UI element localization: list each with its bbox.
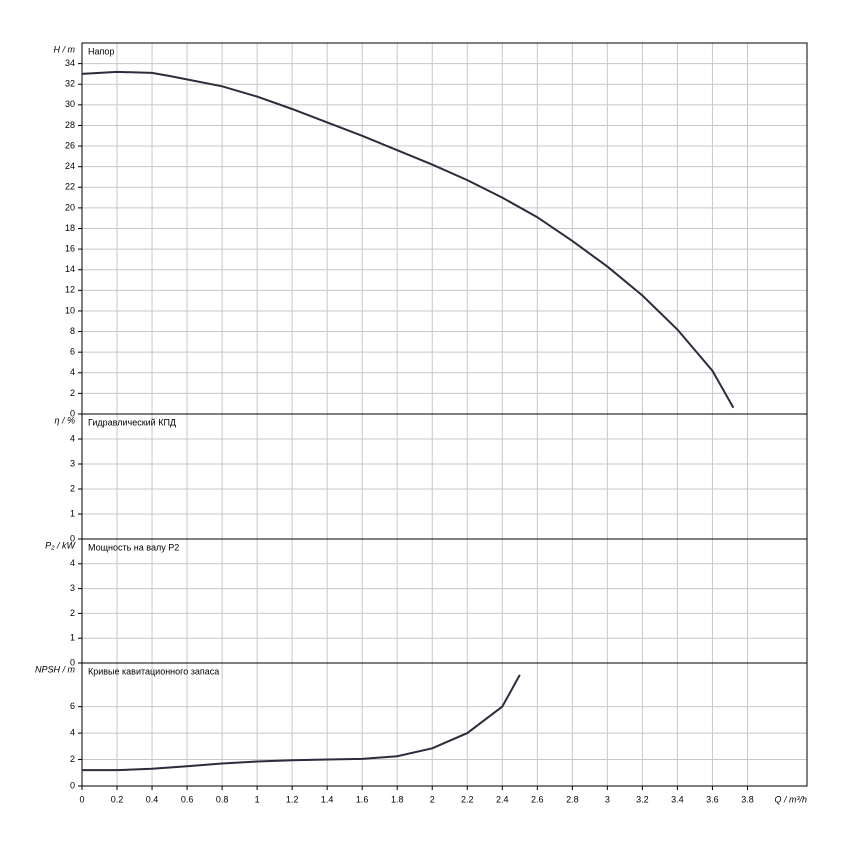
x-tick-label: 0 <box>79 794 84 804</box>
y-tick-label: 18 <box>65 223 75 233</box>
x-tick-label: 1.4 <box>321 794 334 804</box>
panel-frame <box>81 662 808 787</box>
x-tick-label: 1.8 <box>391 794 404 804</box>
x-tick-label: 0.2 <box>111 794 124 804</box>
y-tick-label: 2 <box>70 754 75 764</box>
y-tick-label: 2 <box>70 608 75 618</box>
y-tick-label: 0 <box>70 533 75 543</box>
y-tick-label: 0 <box>70 657 75 667</box>
y-tick-label: 12 <box>65 285 75 295</box>
y-tick-label: 24 <box>65 161 75 171</box>
y-tick-label: 4 <box>70 558 75 568</box>
y-tick-label: 28 <box>65 120 75 130</box>
x-tick-label: 1 <box>255 794 260 804</box>
panel-title: Кривые кавитационного запаса <box>88 666 219 676</box>
x-tick-label: 2 <box>430 794 435 804</box>
x-tick-label: 2.8 <box>566 794 579 804</box>
y-tick-label: 2 <box>70 388 75 398</box>
y-tick-label: 20 <box>65 202 75 212</box>
y-tick-label: 14 <box>65 264 75 274</box>
y-tick-label: 2 <box>70 483 75 493</box>
panel-frame <box>81 413 808 540</box>
x-tick-label: 2.2 <box>461 794 474 804</box>
panel-title: Гидравлический КПД <box>88 417 176 427</box>
y-tick-label: 1 <box>70 633 75 643</box>
x-tick-label: 1.6 <box>356 794 369 804</box>
y-tick-label: 4 <box>70 367 75 377</box>
x-tick-label: 1.2 <box>286 794 299 804</box>
x-tick-label: 3.8 <box>741 794 754 804</box>
panel-title: Мощность на валу P2 <box>88 542 179 552</box>
curve <box>81 70 735 409</box>
x-tick-label: 3.6 <box>706 794 719 804</box>
x-tick-label: 3.2 <box>636 794 649 804</box>
y-tick-label: 4 <box>70 727 75 737</box>
y-tick-label: 0 <box>70 408 75 418</box>
y-tick-label: 6 <box>70 701 75 711</box>
y-tick-label: 10 <box>65 305 75 315</box>
y-tick-label: 8 <box>70 326 75 336</box>
x-tick-label: 0.6 <box>181 794 194 804</box>
panel-title: Напор <box>88 46 114 56</box>
y-tick-label: 34 <box>65 58 75 68</box>
curve <box>82 674 521 772</box>
y-tick-label: 3 <box>70 458 75 468</box>
y-tick-label: 26 <box>65 140 75 150</box>
y-tick-label: 1 <box>70 508 75 518</box>
y-axis-label: P₂ / kW <box>45 540 76 550</box>
x-axis-label: Q / m³/h <box>774 794 807 804</box>
x-tick-label: 0.4 <box>146 794 159 804</box>
y-axis-label: η / % <box>54 415 75 425</box>
y-tick-label: 4 <box>70 433 75 443</box>
y-tick-label: 6 <box>70 347 75 357</box>
y-tick-label: 3 <box>70 583 75 593</box>
y-axis-label: NPSH / m <box>35 664 76 674</box>
x-tick-label: 3 <box>605 794 610 804</box>
panel-frame <box>81 538 808 664</box>
x-tick-label: 2.6 <box>531 794 544 804</box>
y-axis-label: H / m <box>54 44 76 54</box>
y-tick-label: 22 <box>65 182 75 192</box>
x-tick-label: 0.8 <box>216 794 229 804</box>
y-tick-label: 16 <box>65 243 75 253</box>
x-tick-label: 3.4 <box>671 794 684 804</box>
y-tick-label: 32 <box>65 79 75 89</box>
y-tick-label: 0 <box>70 780 75 790</box>
y-tick-label: 30 <box>65 99 75 109</box>
x-tick-label: 2.4 <box>496 794 509 804</box>
